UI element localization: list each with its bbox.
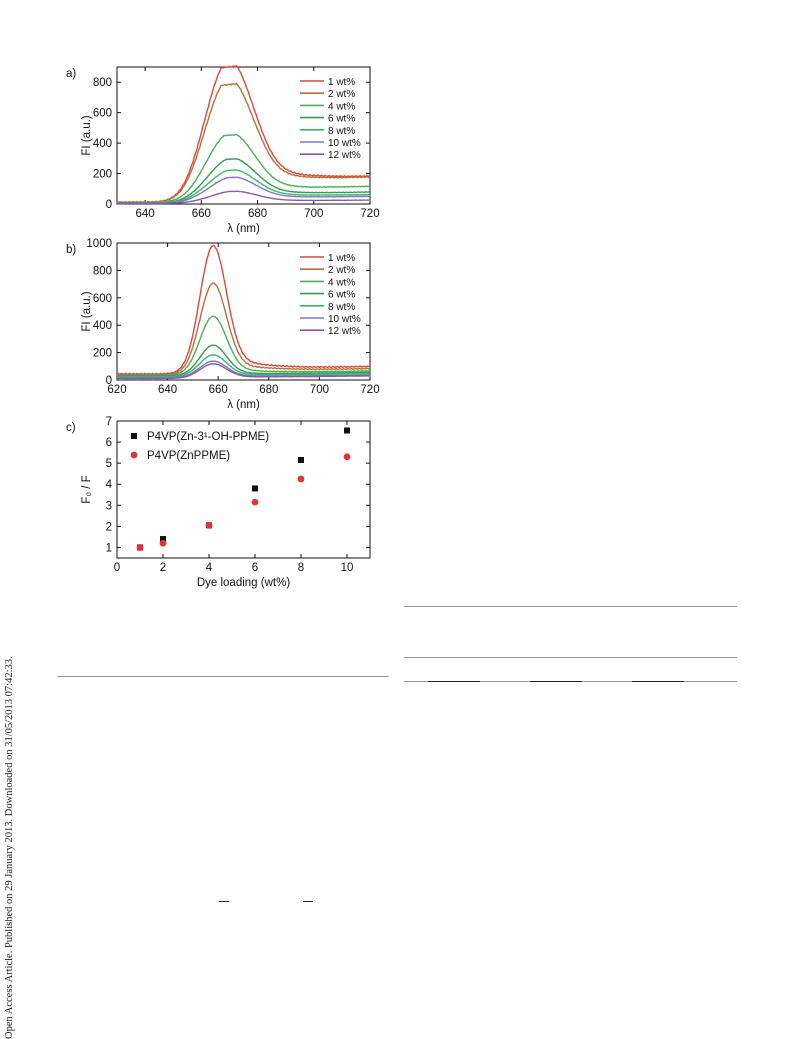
x-tick-label: 0 (114, 562, 120, 574)
y-tick-label: 3 (106, 500, 112, 512)
legend-label: 8 wt% (328, 126, 355, 137)
legend-label: 1 wt% (328, 253, 355, 264)
legend-label: 4 wt% (328, 277, 355, 288)
y-tick-label: 600 (93, 108, 112, 120)
x-tick-label: 2 (160, 562, 166, 574)
y-tick-label: 4 (106, 479, 113, 491)
x-tick-label: 700 (310, 384, 329, 396)
separator-right-1 (404, 606, 737, 607)
x-tick-label: 660 (209, 384, 228, 396)
y-tick-label: 2 (106, 521, 112, 533)
legend-label: 8 wt% (328, 302, 355, 313)
series-line-12wt (116, 190, 370, 205)
y-tick-label: 400 (93, 138, 112, 150)
data-point-square (298, 456, 304, 463)
legend-label: 12 wt% (328, 326, 361, 337)
x-tick-label: 620 (107, 384, 126, 396)
x-axis-label: λ (nm) (227, 399, 260, 411)
legend-label: 4 wt% (328, 101, 355, 112)
x-tick-label: 680 (248, 208, 267, 220)
panel-label: c) (66, 422, 76, 434)
series-line-2wt (116, 282, 371, 376)
y-tick-label: 0 (106, 199, 112, 211)
legend-label: 6 wt% (328, 114, 355, 125)
x-tick-label: 700 (304, 208, 323, 220)
series-line-4wt (116, 315, 371, 377)
series-line-12wt (116, 363, 370, 380)
x-tick-label: 8 (298, 562, 304, 574)
data-point-circle (136, 544, 144, 551)
y-axis-label: FI (a.u.) (81, 115, 93, 155)
data-point-circle (297, 475, 305, 483)
legend-label: 2 wt% (328, 89, 355, 100)
y-tick-label: 0 (106, 375, 112, 387)
legend-label: P4VP(Zn-3¹-OH-PPME) (147, 431, 269, 443)
x-axis-label: Dye loading (wt%) (197, 577, 290, 589)
x-tick-label: 660 (192, 208, 211, 220)
series-line-6wt (116, 344, 371, 377)
x-tick-label: 640 (158, 384, 177, 396)
legend-label: 1 wt% (328, 77, 355, 88)
y-tick-label: 600 (93, 293, 112, 305)
x-axis-label: λ (nm) (227, 223, 260, 235)
y-tick-label: 1000 (86, 238, 112, 250)
legend-label: 10 wt% (328, 138, 361, 149)
y-tick-label: 800 (93, 265, 112, 277)
legend-marker (131, 433, 137, 439)
y-axis-label: FI (a.u.) (81, 291, 93, 331)
series-line-4wt (116, 133, 371, 204)
overbar-mark (219, 901, 229, 902)
legend-label: 6 wt% (328, 290, 355, 301)
x-tick-label: 640 (136, 208, 155, 220)
table-dash (632, 681, 684, 682)
x-tick-label: 720 (360, 384, 379, 396)
panel-label: a) (66, 68, 76, 80)
data-point-square (252, 485, 258, 492)
legend-label: P4VP(ZnPPME) (147, 450, 230, 462)
series-line-8wt (117, 354, 371, 378)
plot-frame (116, 420, 371, 559)
separator-left (57, 676, 389, 677)
x-tick-label: 6 (252, 562, 258, 574)
x-tick-label: 4 (206, 562, 213, 574)
y-axis-label: F₀ / F (81, 475, 93, 503)
plot-frame (116, 66, 371, 205)
y-tick-label: 800 (93, 77, 112, 89)
data-point-square (160, 536, 166, 543)
data-point-circle (159, 539, 167, 547)
table-dash (428, 681, 480, 682)
plot-frame (116, 242, 371, 381)
y-tick-label: 200 (93, 169, 112, 181)
legend-label: 12 wt% (328, 150, 361, 161)
data-point-circle (343, 453, 351, 461)
legend-label: 2 wt% (328, 265, 355, 276)
y-tick-label: 6 (106, 437, 112, 449)
table-dash (530, 681, 582, 682)
data-point-circle (205, 521, 213, 529)
data-point-circle (251, 498, 259, 506)
legend-label: 10 wt% (328, 314, 361, 325)
panel-label: b) (66, 244, 76, 256)
y-tick-label: 5 (106, 458, 112, 470)
x-tick-label: 720 (360, 208, 379, 220)
y-tick-label: 7 (106, 416, 112, 428)
overbar-mark (303, 901, 313, 902)
legend-marker (130, 451, 138, 459)
series-line-10wt (116, 176, 371, 204)
y-tick-label: 1 (106, 542, 112, 554)
y-tick-label: 200 (93, 348, 112, 360)
x-tick-label: 680 (259, 384, 278, 396)
y-tick-label: 400 (93, 320, 112, 332)
separator-right-2 (404, 657, 737, 658)
x-tick-label: 10 (341, 562, 354, 574)
data-point-square (344, 427, 350, 434)
